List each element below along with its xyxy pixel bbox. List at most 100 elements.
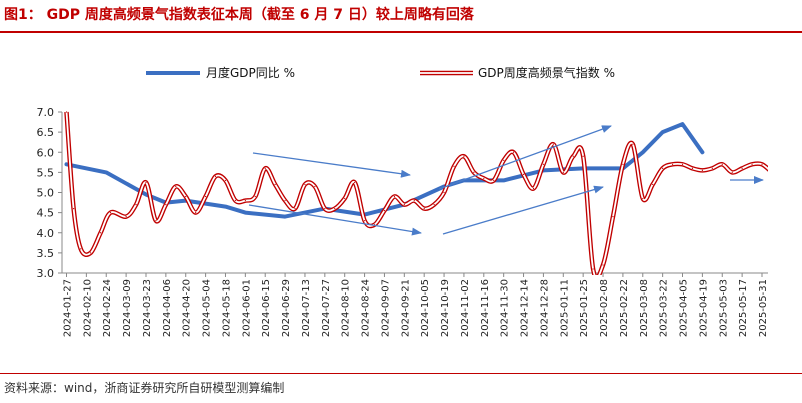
y-axis: 3.0 3.5 4.0 4.5 5.0 5.5 6.0 6.5 7.0 xyxy=(37,106,62,280)
freq-data-point xyxy=(155,220,157,222)
x-tick-label: 2024-03-09 xyxy=(122,279,133,337)
legend-label-freq: GDP周度高频景气指数 % xyxy=(478,65,615,80)
source-note: 资料来源：wind，浙商证券研究所自研模型测算编制 xyxy=(4,381,285,395)
x-tick-label: 2025-04-05 xyxy=(679,279,690,337)
x-tick-label: 2024-11-30 xyxy=(500,279,511,337)
freq-data-point xyxy=(473,171,475,173)
y-tick-label: 5.0 xyxy=(37,187,55,200)
y-tick-label: 4.0 xyxy=(37,227,55,240)
freq-data-point xyxy=(90,252,92,254)
x-tick-label: 2024-02-24 xyxy=(102,279,113,337)
freq-data-point xyxy=(423,208,425,210)
gdp-data-point xyxy=(224,205,227,208)
freq-data-point xyxy=(72,208,75,210)
freq-data-point xyxy=(314,185,316,188)
freq-data-point xyxy=(234,199,237,202)
x-axis: 2024-01-27 2024-02-10 2024-02-24 2024-03-09… xyxy=(63,273,769,337)
freq-data-point xyxy=(165,203,167,206)
freq-data-point xyxy=(334,208,336,210)
freq-data-point xyxy=(582,155,584,157)
x-tick-label: 2024-09-21 xyxy=(400,279,411,337)
freq-data-point xyxy=(135,203,137,206)
freq-data-point xyxy=(493,179,495,182)
x-tick-label: 2025-02-22 xyxy=(619,279,630,337)
freq-data-point xyxy=(681,163,684,165)
gdp-data-point xyxy=(105,171,108,174)
gdp-data-point xyxy=(701,151,704,154)
freq-data-point xyxy=(453,165,455,167)
legend: 月度GDP同比 % GDP周度高频景气指数 % xyxy=(146,65,615,80)
x-tick-label: 2024-11-16 xyxy=(480,279,491,337)
freq-data-point xyxy=(195,212,197,214)
x-tick-label: 2024-08-10 xyxy=(341,279,352,337)
freq-data-point xyxy=(503,159,505,161)
freq-data-point xyxy=(572,155,574,157)
y-tick-label: 3.0 xyxy=(37,267,55,280)
y-tick-label: 7.0 xyxy=(37,106,55,119)
freq-data-point xyxy=(671,163,674,165)
freq-data-point xyxy=(205,195,207,198)
gdp-data-point xyxy=(144,193,147,196)
freq-data-point xyxy=(592,268,594,270)
x-tick-label: 2024-07-13 xyxy=(301,279,312,337)
y-tick-label: 6.0 xyxy=(37,146,55,159)
freq-data-point xyxy=(284,199,286,202)
x-tick-label: 2024-06-29 xyxy=(281,279,292,337)
trend-arrow-1 xyxy=(252,152,411,178)
freq-data-point xyxy=(612,216,614,218)
chart-axes xyxy=(61,112,768,274)
freq-data-point xyxy=(632,143,634,145)
freq-data-point xyxy=(642,197,644,200)
y-tick-label: 6.5 xyxy=(37,126,55,139)
x-tick-label: 2024-10-05 xyxy=(420,279,431,337)
x-tick-label: 2025-05-03 xyxy=(718,279,729,337)
freq-data-point xyxy=(294,208,296,210)
freq-data-point xyxy=(622,163,624,165)
freq-data-point xyxy=(443,191,445,194)
x-tick-label: 2024-12-14 xyxy=(520,279,531,337)
series-layer xyxy=(64,111,768,275)
y-tick-label: 5.5 xyxy=(37,166,55,179)
x-tick-label: 2025-03-08 xyxy=(639,279,650,337)
x-tick-label: 2024-06-15 xyxy=(261,279,272,337)
x-tick-label: 2024-04-06 xyxy=(162,279,173,337)
x-tick-label: 2025-05-31 xyxy=(758,279,769,337)
series-line-freq-outline xyxy=(64,111,768,275)
gdp-data-point xyxy=(681,123,684,126)
freq-data-point xyxy=(65,111,68,113)
freq-data-point xyxy=(662,167,664,169)
trend-arrow-4 xyxy=(442,185,604,235)
figure-title: 图1： GDP 周度高频景气指数表征本周（截至 6 月 7 日）较上周略有回落 xyxy=(4,7,474,23)
freq-data-point xyxy=(691,167,694,169)
freq-data-point xyxy=(721,163,723,165)
x-tick-label: 2024-10-19 xyxy=(440,279,451,337)
freq-data-point xyxy=(354,181,356,184)
gdp-data-point xyxy=(661,131,664,134)
x-tick-label: 2024-03-23 xyxy=(142,279,153,337)
x-tick-label: 2024-05-18 xyxy=(221,279,232,337)
freq-data-point xyxy=(602,264,604,266)
freq-data-point xyxy=(513,151,515,153)
freq-data-point xyxy=(304,183,306,186)
x-tick-label: 2025-03-22 xyxy=(659,279,670,337)
freq-data-point xyxy=(652,183,654,186)
y-tick-label: 3.5 xyxy=(37,247,55,260)
freq-data-point xyxy=(344,197,346,200)
freq-data-point xyxy=(562,171,564,173)
x-tick-label: 2024-11-02 xyxy=(460,279,471,337)
x-tick-label: 2025-01-25 xyxy=(579,279,590,337)
freq-data-point xyxy=(542,163,545,165)
freq-data-point xyxy=(751,163,753,165)
freq-data-point xyxy=(403,203,405,206)
freq-data-point xyxy=(214,175,217,177)
x-tick-label: 2025-04-19 xyxy=(698,279,709,337)
trend-arrows xyxy=(248,125,764,236)
freq-data-point xyxy=(413,199,415,202)
x-tick-label: 2024-07-27 xyxy=(321,279,332,337)
x-tick-label: 2025-02-08 xyxy=(599,279,610,337)
freq-data-point xyxy=(254,195,256,198)
legend-label-gdp: 月度GDP同比 % xyxy=(206,65,295,80)
x-tick-label: 2024-08-24 xyxy=(361,279,372,337)
freq-data-point xyxy=(175,185,177,188)
freq-data-point xyxy=(731,171,733,173)
